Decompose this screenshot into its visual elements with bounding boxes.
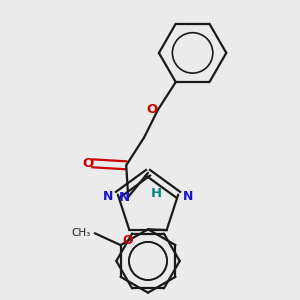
Text: N: N <box>183 190 193 203</box>
Text: O: O <box>146 103 158 116</box>
Text: N: N <box>103 190 113 203</box>
Text: O: O <box>82 157 93 170</box>
Text: H: H <box>150 187 161 200</box>
Text: O: O <box>122 233 133 247</box>
Text: N: N <box>119 190 130 203</box>
Text: CH₃: CH₃ <box>72 228 91 238</box>
